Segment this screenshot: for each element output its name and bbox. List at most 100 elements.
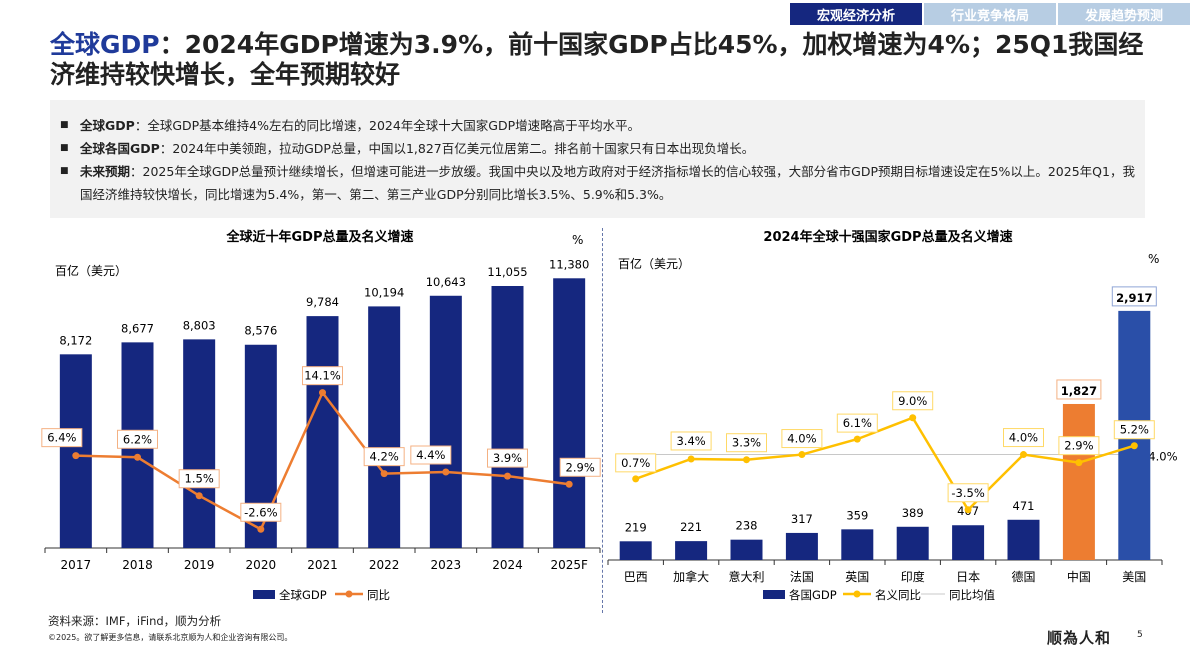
- growth-label-box: [559, 457, 601, 477]
- x-tick-label: 法国: [790, 570, 814, 584]
- x-tick-label: 2022: [369, 558, 400, 572]
- bar-中国: [1062, 403, 1095, 560]
- bar-德国: [1007, 519, 1040, 560]
- growth-label-box: [410, 445, 452, 465]
- growth-value-label: 6.1%: [843, 416, 872, 430]
- tab-industry[interactable]: 行业竞争格局: [924, 3, 1056, 25]
- tab-trend[interactable]: 发展趋势预测: [1058, 3, 1190, 25]
- growth-value-label: 2.9%: [566, 460, 595, 474]
- bar-value-label: 317: [791, 512, 813, 526]
- growth-value-label: -3.5%: [951, 486, 984, 500]
- y-axis-left-label: 百亿（美元）: [55, 263, 127, 278]
- x-tick-label: 意大利: [728, 569, 764, 584]
- bar-value-label: 8,677: [121, 321, 154, 335]
- growth-value-label: 4.2%: [370, 450, 399, 464]
- growth-label-box: [836, 413, 878, 433]
- growth-label-box: [1003, 428, 1044, 448]
- page-number: 5: [1137, 630, 1143, 640]
- title-highlight: 全球GDP: [50, 30, 160, 59]
- bar-label-box: [1056, 379, 1102, 400]
- growth-label-box: [41, 428, 83, 448]
- source-note: 资料来源：IMF，iFind，顺为分析: [48, 614, 222, 628]
- bar-2025F: [553, 278, 586, 548]
- growth-value-label: 4.0%: [1009, 431, 1038, 445]
- legend-line-marker: [345, 590, 353, 598]
- growth-point: [853, 435, 861, 443]
- tab-macro[interactable]: 宏观经济分析: [790, 3, 922, 25]
- bar-label-box: [1111, 286, 1157, 307]
- growth-point: [909, 414, 917, 422]
- x-tick-label: 德国: [1011, 569, 1035, 584]
- x-tick-label: 2018: [122, 558, 153, 572]
- bar-2024: [491, 285, 524, 548]
- x-tick-label: 巴西: [624, 570, 648, 584]
- growth-point: [687, 455, 695, 463]
- x-tick-label: 加拿大: [673, 569, 709, 584]
- growth-label-box: [670, 431, 712, 451]
- legend-bar-label: 各国GDP: [789, 588, 837, 602]
- x-tick-label: 2024: [492, 558, 523, 572]
- bar-2021: [306, 316, 339, 548]
- growth-value-label: 6.4%: [47, 431, 76, 445]
- chart-divider: [602, 228, 603, 613]
- x-tick-label: 2023: [431, 558, 462, 572]
- bar-英国: [841, 529, 874, 560]
- bar-2022: [368, 306, 401, 548]
- growth-point: [1020, 451, 1027, 459]
- bar-value-label: 238: [736, 519, 758, 533]
- bullet-square-icon: ■: [60, 143, 69, 153]
- x-tick-label: 2017: [61, 558, 92, 572]
- x-tick-label: 英国: [845, 570, 869, 584]
- bar-日本: [952, 525, 985, 560]
- bar-value-label: 9,784: [306, 295, 339, 309]
- bar-印度: [896, 526, 929, 560]
- growth-point: [565, 480, 573, 488]
- bar-加拿大: [675, 541, 708, 560]
- x-tick-label: 2019: [184, 558, 215, 572]
- growth-point: [1075, 459, 1083, 467]
- bar-value-label: 471: [1013, 499, 1035, 513]
- growth-label-box: [726, 433, 767, 453]
- bullet-square-icon: ■: [60, 166, 69, 176]
- bar-value-label: 8,576: [244, 324, 277, 338]
- growth-value-label: 4.4%: [416, 448, 445, 462]
- growth-label-box: [947, 483, 989, 503]
- chart-title: 2024年全球十强国家GDP总量及名义增速: [763, 229, 1012, 245]
- growth-point: [504, 472, 511, 480]
- average-label: 4.0%: [1148, 450, 1177, 464]
- x-tick-label: 美国: [1122, 570, 1146, 584]
- bullet-text: ：全球GDP基本维持4%左右的同比增速，2024年全球十大国家GDP增速略高于平…: [134, 118, 641, 133]
- growth-value-label: -2.6%: [244, 505, 277, 519]
- bar-value-label: 8,172: [59, 333, 92, 347]
- bullet-item: ■ 全球各国GDP：2024年中美领跑，拉动GDP总量，中国以1,827百亿美元位…: [58, 137, 1145, 160]
- growth-value-label: 14.1%: [304, 369, 341, 383]
- bullet-text: ：2025年全球GDP总量预计继续增长，但增速可能进一步放缓。我国中央以及地方政…: [80, 164, 1135, 202]
- bullet-item: ■ 全球GDP：全球GDP基本维持4%左右的同比增速，2024年全球十大国家GDP…: [58, 114, 1145, 137]
- growth-point: [319, 389, 326, 397]
- bullet-label: 全球各国GDP: [80, 141, 160, 156]
- growth-point: [257, 525, 265, 533]
- legend-average-label: 同比均值: [949, 588, 995, 602]
- bar-value-label: 359: [846, 508, 868, 522]
- growth-point: [72, 452, 80, 460]
- bar-value-label: 1,827: [1061, 384, 1097, 398]
- summary-box: ■ 全球GDP：全球GDP基本维持4%左右的同比增速，2024年全球十大国家GDP…: [50, 100, 1145, 218]
- x-tick-label: 中国: [1067, 569, 1091, 584]
- bar-value-label: 389: [902, 506, 924, 520]
- bullet-text: ：2024年中美领跑，拉动GDP总量，中国以1,827百亿美元位居第二。排名前十…: [159, 141, 755, 156]
- y-axis-right-label: %: [572, 233, 583, 247]
- growth-value-label: 4.0%: [787, 432, 816, 446]
- legend-bar-swatch: [763, 590, 785, 599]
- growth-point: [632, 475, 640, 483]
- x-tick-label: 日本: [956, 570, 980, 584]
- bullet-label: 未来预期: [80, 164, 131, 179]
- page-title: 全球GDP：2024年GDP增速为3.9%，前十国家GDP占比45%，加权增速为…: [50, 30, 1160, 90]
- growth-value-label: 5.2%: [1120, 423, 1149, 437]
- growth-point: [380, 470, 388, 478]
- growth-label-box: [1113, 420, 1155, 440]
- growth-point: [1130, 442, 1138, 450]
- growth-label-box: [363, 447, 405, 467]
- growth-point: [743, 456, 750, 464]
- growth-value-label: 3.9%: [493, 451, 522, 465]
- x-tick-label: 2020: [246, 558, 277, 572]
